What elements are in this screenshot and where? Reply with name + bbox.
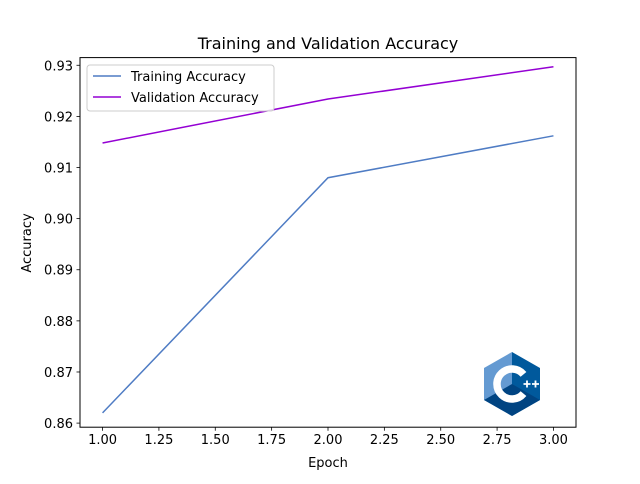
legend-label-validation: Validation Accuracy: [131, 91, 259, 106]
legend-box: [86, 64, 275, 112]
series-layer: [102, 66, 554, 414]
tick-layer: 1.00 1.25 1.50 1.75 2.00 2.25 2.50 2.75 3.00 0.86…: [44, 59, 568, 448]
cpp-logo-icon: [484, 352, 540, 416]
x-tick-label: 1.75: [257, 433, 286, 448]
legend: Training Accuracy Validation Accuracy: [86, 64, 275, 112]
x-tick-label: 2.50: [426, 433, 455, 448]
y-tick-label: 0.87: [44, 366, 73, 381]
x-axis-label: Epoch: [308, 456, 348, 471]
x-tick-label: 3.00: [539, 433, 568, 448]
x-tick-label: 1.25: [144, 433, 173, 448]
plot-frame: [79, 57, 577, 428]
series-line-training: [102, 135, 554, 414]
cpp-logo-letter-c: [493, 365, 527, 403]
x-tick-label: 2.75: [483, 433, 512, 448]
y-tick-label: 0.93: [44, 59, 73, 74]
x-tick-label: 1.50: [201, 433, 230, 448]
cpp-logo-plus-right: [532, 380, 539, 388]
x-tick-label: 2.25: [370, 433, 399, 448]
y-tick-label: 0.91: [44, 162, 73, 177]
chart-title: Training and Validation Accuracy: [197, 34, 459, 53]
y-tick-label: 0.89: [44, 264, 73, 279]
legend-label-training: Training Accuracy: [130, 70, 246, 85]
y-axis-label: Accuracy: [20, 213, 35, 273]
x-tick-label: 2.00: [314, 433, 343, 448]
y-tick-label: 0.86: [44, 417, 73, 432]
y-tick-label: 0.90: [44, 213, 73, 228]
x-tick-label: 1.00: [88, 433, 117, 448]
cpp-logo-plus-left: [523, 380, 531, 388]
y-tick-label: 0.92: [44, 110, 73, 125]
series-line-validation: [102, 66, 554, 144]
y-tick-label: 0.88: [44, 315, 73, 330]
